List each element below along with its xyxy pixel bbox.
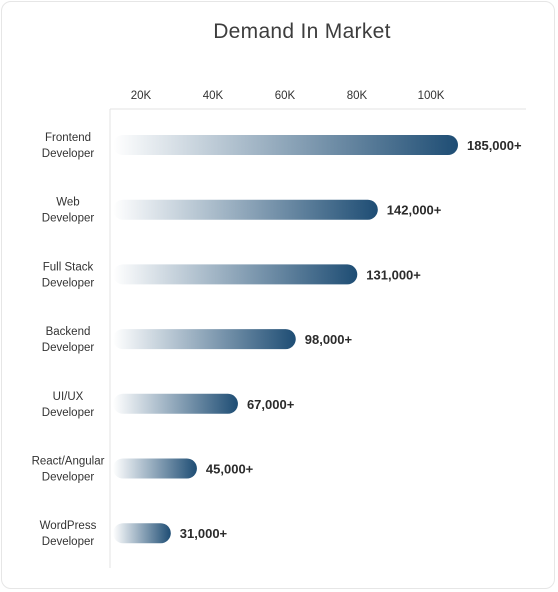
value-label: 67,000+	[247, 397, 295, 412]
x-tick-label: 20K	[131, 90, 152, 102]
category-label: Web Developer	[42, 197, 95, 225]
category-label: UI/UX Developer	[42, 391, 95, 419]
value-label: 98,000+	[305, 332, 353, 347]
category-label: WordPress Developer	[40, 520, 97, 548]
value-label: 142,000+	[387, 203, 442, 218]
bar	[113, 264, 358, 285]
x-tick-label: 40K	[203, 90, 224, 102]
value-label: 185,000+	[467, 138, 522, 153]
bar	[113, 135, 458, 155]
x-tick-label: 80K	[347, 90, 368, 102]
value-label: 131,000+	[366, 267, 421, 282]
value-label: 45,000+	[206, 462, 254, 477]
category-label: Frontend Developer	[42, 132, 95, 160]
value-label: 31,000+	[180, 526, 228, 541]
category-label: Full Stack Developer	[42, 261, 95, 289]
category-label: React/Angular Developer	[32, 456, 105, 484]
x-tick-label: 60K	[275, 90, 296, 102]
bar	[113, 523, 171, 544]
category-label: Backend Developer	[42, 326, 95, 354]
bar	[113, 329, 296, 350]
chart-title: Demand In Market	[213, 20, 391, 43]
bar	[113, 199, 378, 220]
bar	[113, 458, 197, 479]
bar	[113, 393, 238, 414]
x-tick-label: 100K	[418, 90, 445, 102]
